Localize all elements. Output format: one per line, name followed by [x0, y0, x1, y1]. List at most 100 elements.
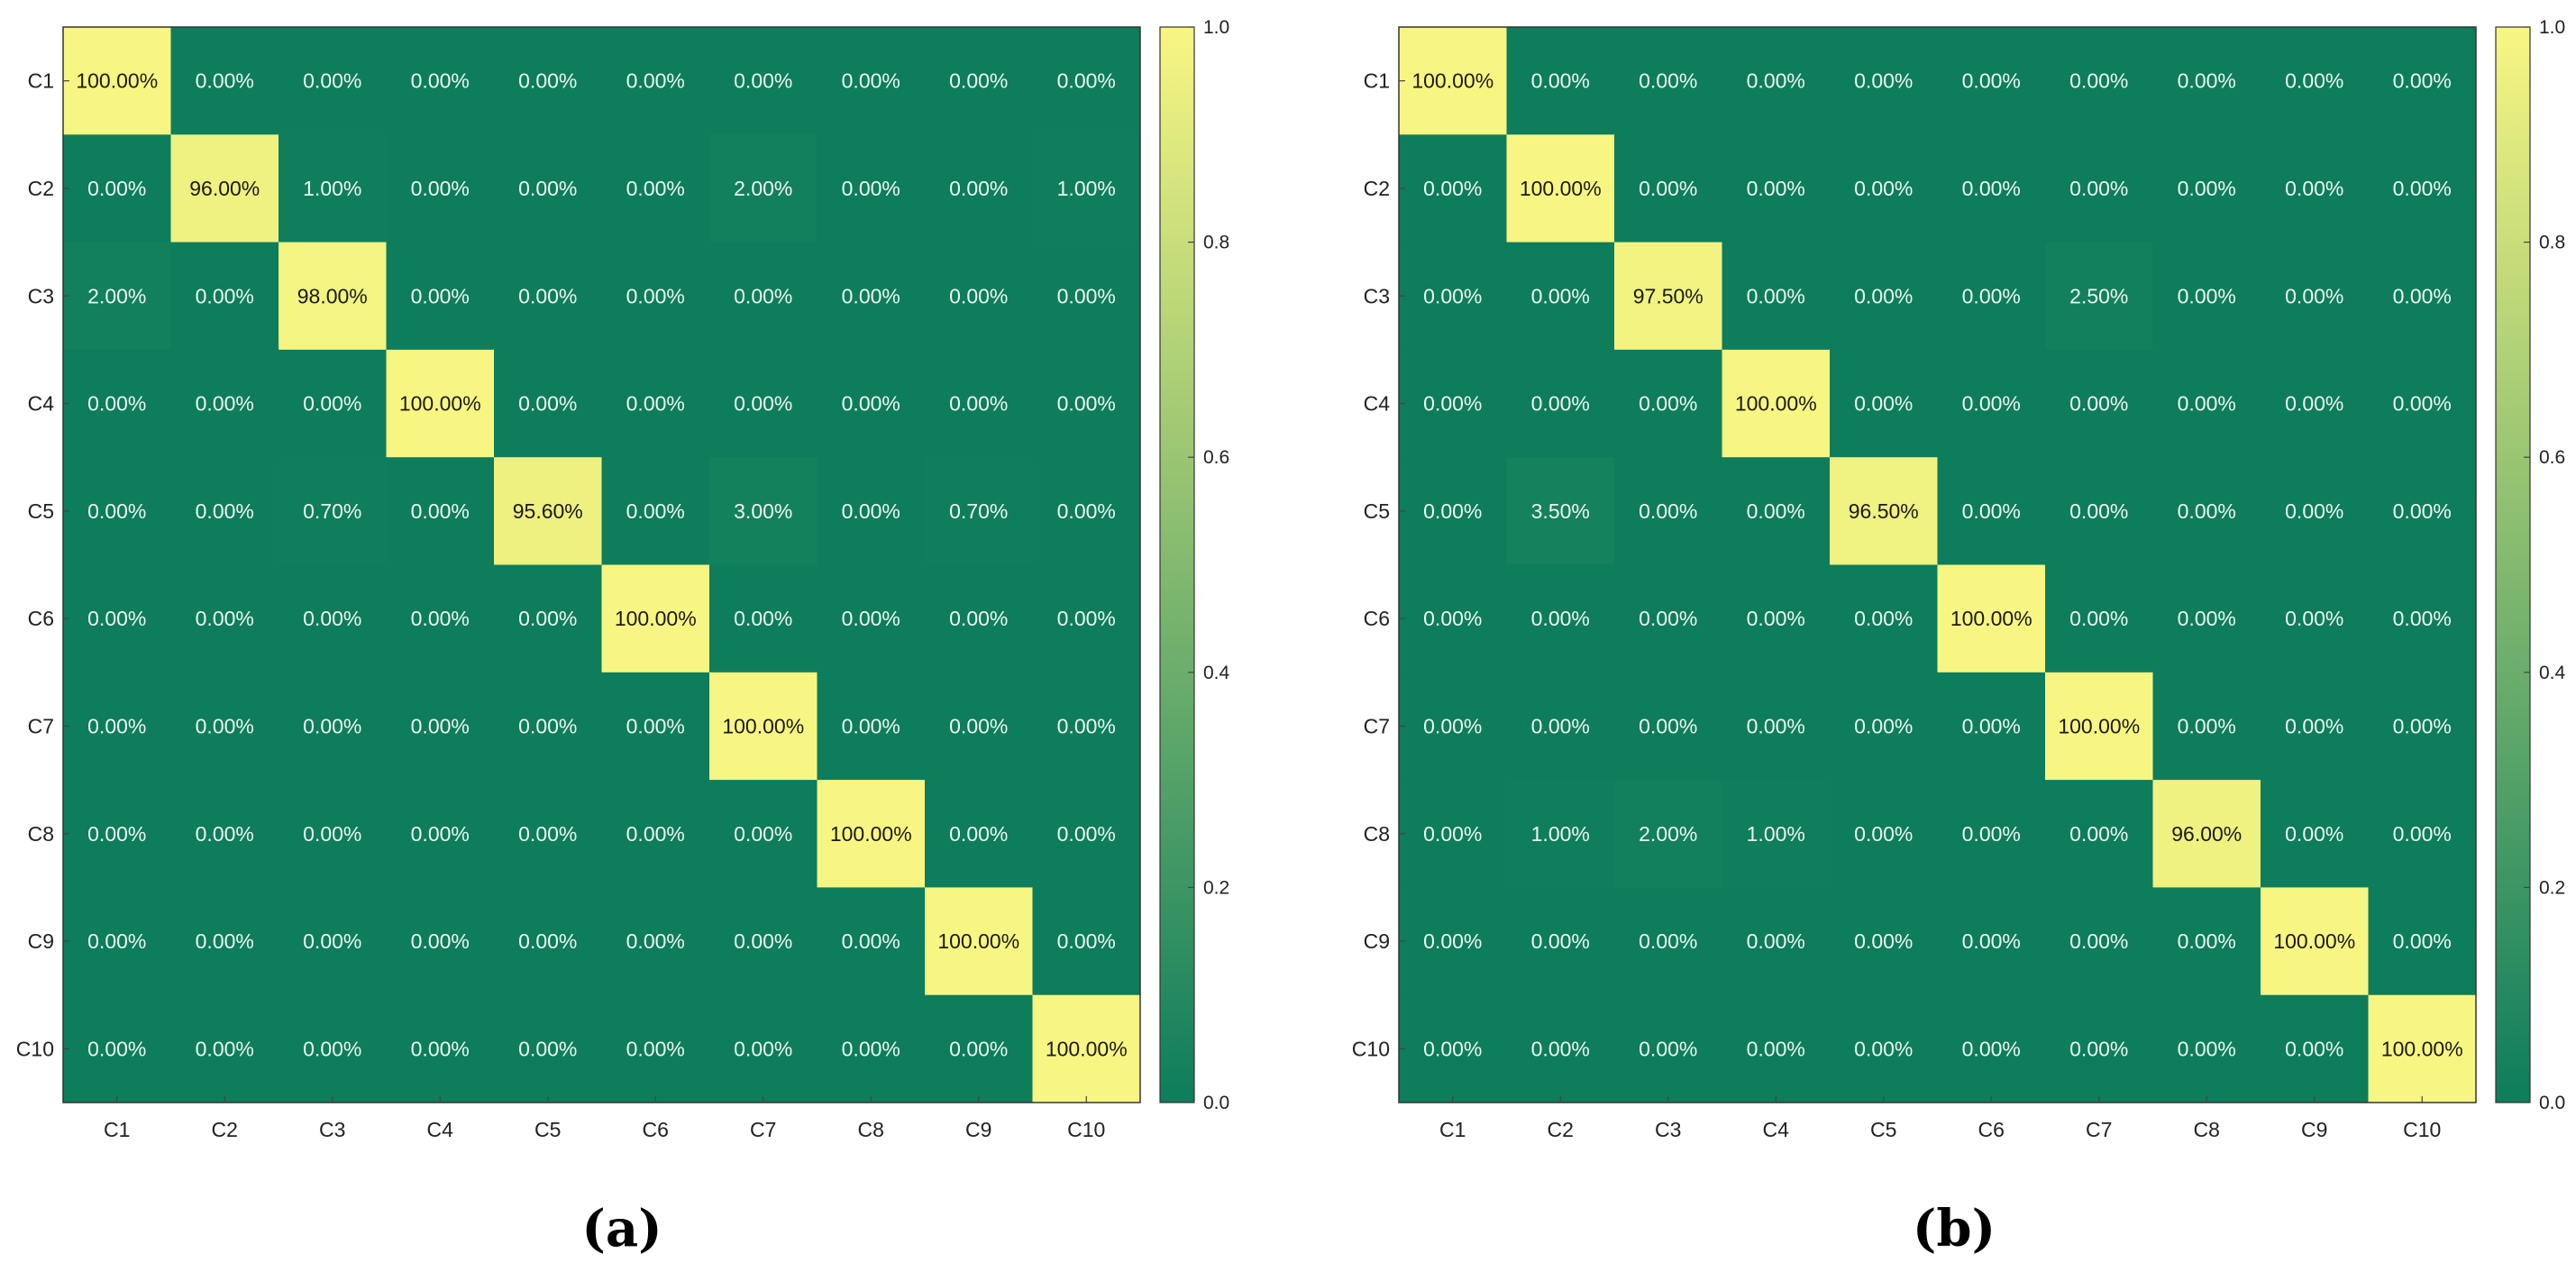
x-tick-label-b-9: C9	[2301, 1118, 2327, 1141]
cell-label-a-r9-c7: 0.00%	[734, 929, 792, 953]
cell-label-a-r2-c7: 2.00%	[734, 177, 792, 200]
heatmap-cell-a-r7-c3	[279, 672, 387, 781]
cell-label-a-r8-c7: 0.00%	[734, 822, 792, 846]
heatmap-cell-a-r7-c2	[170, 672, 279, 781]
x-tick-label-a-3: C3	[319, 1118, 345, 1141]
heatmap-cell-b-r1-c5	[1830, 27, 1938, 135]
y-tick-label-a-9: C9	[28, 929, 54, 953]
heatmap-cell-b-r1-c6	[1937, 27, 2046, 135]
cell-label-a-r5-c3: 0.70%	[303, 499, 361, 523]
heatmap-cell-b-r9-c8	[2152, 887, 2261, 996]
cell-label-a-r1-c9: 0.00%	[949, 69, 1008, 93]
heatmap-cell-b-r9-c9	[2261, 887, 2369, 996]
cell-label-b-r10-c6: 0.00%	[1962, 1037, 2021, 1060]
cell-label-a-r9-c3: 0.00%	[303, 929, 361, 953]
heatmap-cell-a-r3-c5	[494, 242, 602, 351]
cell-label-b-r7-c5: 0.00%	[1854, 714, 1913, 737]
x-tick-label-a-5: C5	[534, 1118, 561, 1141]
cell-label-a-r5-c5: 95.60%	[513, 499, 583, 523]
heatmap-cell-b-r3-c6	[1937, 242, 2046, 351]
colorbar-a	[1159, 26, 1195, 1103]
cell-label-a-r1-c3: 0.00%	[303, 69, 361, 93]
heatmap-cell-a-r6-c10	[1032, 564, 1141, 673]
y-tick-label-b-2: C2	[1364, 177, 1390, 200]
cell-label-a-r10-c6: 0.00%	[626, 1037, 685, 1060]
cell-label-b-r6-c8: 0.00%	[2178, 607, 2236, 630]
heatmap-cell-a-r9-c2	[170, 887, 279, 996]
heatmap-cell-a-r3-c3	[279, 242, 387, 351]
heatmap-cell-a-r6-c8	[817, 564, 926, 673]
heatmap-cell-a-r8-c3	[279, 780, 387, 888]
cell-label-b-r2-c8: 0.00%	[2178, 177, 2236, 200]
cell-label-b-r8-c8: 96.00%	[2171, 822, 2242, 846]
heatmap-cell-a-r8-c2	[170, 780, 279, 888]
heatmap-cell-b-r3-c9	[2261, 242, 2369, 351]
heatmap-cell-b-r8-c5	[1830, 780, 1938, 888]
heatmap-cell-b-r2-c10	[2368, 134, 2477, 243]
heatmap-cell-a-r7-c6	[601, 672, 710, 781]
cell-label-a-r3-c6: 0.00%	[626, 284, 685, 307]
cell-label-b-r10-c4: 0.00%	[1747, 1037, 1805, 1060]
heatmap-cell-a-r2-c4	[386, 134, 495, 243]
heatmap-cell-b-r6-c7	[2045, 564, 2153, 673]
cell-label-a-r3-c8: 0.00%	[842, 284, 900, 307]
cell-label-b-r7-c10: 0.00%	[2393, 714, 2452, 737]
cell-label-b-r9-c4: 0.00%	[1747, 929, 1805, 953]
heatmap-cell-b-r7-c7	[2045, 672, 2153, 781]
heatmap-cell-a-r8-c1	[63, 780, 171, 888]
colorbar-tick-label-a-4: 0.8	[1203, 233, 1229, 253]
cell-label-a-r4-c4: 100.00%	[399, 392, 481, 416]
heatmap-cell-a-r1-c5	[494, 27, 602, 135]
heatmap-cell-a-r6-c6	[601, 564, 710, 673]
cell-label-a-r2-c1: 0.00%	[87, 177, 146, 200]
heatmap-cell-a-r3-c8	[817, 242, 926, 351]
cell-label-a-r10-c3: 0.00%	[303, 1037, 361, 1060]
heatmap-cell-a-r1-c8	[817, 27, 926, 135]
cell-label-a-r6-c1: 0.00%	[87, 607, 146, 630]
x-tick-label-a-2: C2	[212, 1118, 238, 1141]
cell-label-b-r3-c8: 0.00%	[2178, 284, 2236, 307]
heatmap-cell-b-r5-c2	[1506, 457, 1615, 565]
heatmap-cell-a-r4-c5	[494, 349, 602, 458]
heatmap-cell-b-r5-c7	[2045, 457, 2153, 565]
heatmap-cell-a-r5-c5	[494, 457, 602, 565]
heatmap-cell-b-r2-c1	[1399, 134, 1507, 243]
cell-label-a-r2-c10: 1.00%	[1057, 177, 1116, 200]
cell-label-b-r9-c8: 0.00%	[2178, 929, 2236, 953]
cell-label-a-r4-c8: 0.00%	[842, 392, 900, 416]
heatmap-cell-b-r7-c5	[1830, 672, 1938, 781]
heatmap-cell-a-r9-c4	[386, 887, 495, 996]
heatmap-cell-a-r5-c6	[601, 457, 710, 565]
cell-label-a-r9-c5: 0.00%	[518, 929, 577, 953]
heatmap-cell-b-r2-c5	[1830, 134, 1938, 243]
cell-label-a-r8-c5: 0.00%	[518, 822, 577, 846]
heatmap-cell-b-r2-c9	[2261, 134, 2369, 243]
heatmap-cell-b-r6-c2	[1506, 564, 1615, 673]
heatmap-cell-a-r6-c2	[170, 564, 279, 673]
cell-label-a-r6-c9: 0.00%	[949, 607, 1008, 630]
cell-label-a-r3-c4: 0.00%	[411, 284, 470, 307]
heatmap-cell-a-r10-c5	[494, 994, 602, 1103]
cell-label-a-r3-c10: 0.00%	[1057, 284, 1116, 307]
cell-label-b-r5-c3: 0.00%	[1639, 499, 1697, 523]
cell-label-b-r8-c2: 1.00%	[1531, 822, 1590, 846]
heatmap-cell-b-r6-c1	[1399, 564, 1507, 673]
cell-label-a-r7-c2: 0.00%	[196, 714, 254, 737]
heatmap-cell-b-r4-c1	[1399, 349, 1507, 458]
heatmap-cell-a-r7-c7	[709, 672, 818, 781]
cell-label-a-r4-c3: 0.00%	[303, 392, 361, 416]
heatmap-cell-a-r1-c9	[925, 27, 1033, 135]
cell-label-b-r3-c6: 0.00%	[1962, 284, 2021, 307]
cell-label-b-r1-c4: 0.00%	[1747, 69, 1805, 93]
cell-label-b-r7-c8: 0.00%	[2178, 714, 2236, 737]
heatmap-cell-b-r4-c6	[1937, 349, 2046, 458]
plot-frame-a	[62, 26, 1141, 1103]
heatmap-cell-b-r1-c8	[2152, 27, 2261, 135]
cell-label-a-r6-c3: 0.00%	[303, 607, 361, 630]
x-tick-label-a-4: C4	[427, 1118, 454, 1141]
heatmap-cell-a-r8-c9	[925, 780, 1033, 888]
heatmap-cell-a-r5-c1	[63, 457, 171, 565]
heatmap-cell-a-r2-c1	[63, 134, 171, 243]
heatmap-cell-a-r9-c5	[494, 887, 602, 996]
heatmap-cell-a-r10-c1	[63, 994, 171, 1103]
